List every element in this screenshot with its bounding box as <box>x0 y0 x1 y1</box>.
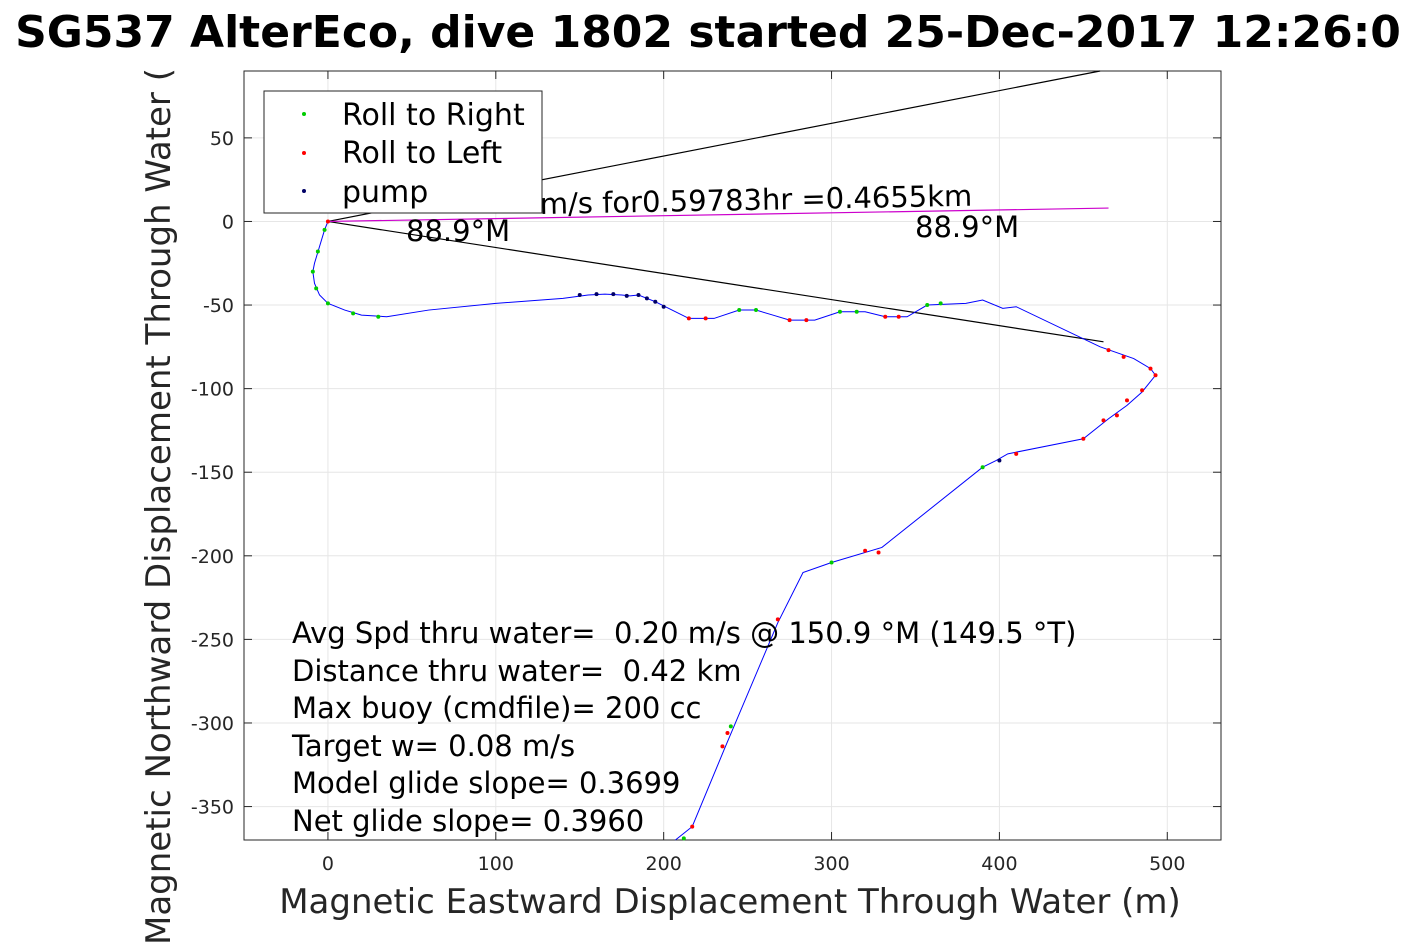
pump-point <box>661 304 666 309</box>
roll-right-point <box>681 836 686 841</box>
roll-left-point <box>1121 354 1126 359</box>
roll-right-point <box>314 286 319 291</box>
roll-left-point <box>883 314 888 319</box>
roll-right-point <box>737 308 742 313</box>
y-tick-label: -150 <box>191 462 234 484</box>
roll-left-point <box>896 314 901 319</box>
current-line <box>327 220 1104 343</box>
roll-right-point <box>315 249 320 254</box>
roll-left-point <box>863 548 868 553</box>
roll-left-point <box>1124 398 1129 403</box>
x-axis-label: Magnetic Eastward Displacement Through W… <box>279 882 1181 922</box>
legend: Roll to Right Roll to Left pump <box>263 90 543 214</box>
roll-right-point <box>322 227 327 232</box>
roll-left-point <box>1081 436 1086 441</box>
pump-point <box>624 293 629 298</box>
dive-track-line <box>312 221 1157 841</box>
legend-label-roll-right: Roll to Right <box>342 98 525 133</box>
pump-point <box>611 292 616 297</box>
y-tick-label: -100 <box>191 379 234 401</box>
y-tick-label: -50 <box>203 295 234 317</box>
x-tick-label: 300 <box>813 853 849 875</box>
roll-right-point <box>925 303 930 308</box>
legend-box <box>263 90 543 214</box>
stat-distance: Distance thru water= 0.42 km <box>292 654 742 688</box>
track-markers <box>310 219 1158 841</box>
stat-avg-speed: Avg Spd thru water= 0.20 m/s @ 150.9 °M … <box>292 616 1076 650</box>
plot-frame <box>243 70 1222 841</box>
legend-label-roll-left: Roll to Left <box>342 136 502 171</box>
y-tick-label: -200 <box>191 546 234 568</box>
stat-model-glide: Model glide slope= 0.3699 <box>292 766 680 800</box>
heading-annotation-left: 88.9°M <box>406 214 510 248</box>
grid <box>244 71 1221 840</box>
legend-label-pump: pump <box>342 175 428 210</box>
roll-left-point <box>703 316 708 321</box>
roll-right-point <box>837 309 842 314</box>
y-tick-label: 50 <box>210 128 234 150</box>
pump-point <box>577 293 582 298</box>
roll-right-point <box>938 301 943 306</box>
roll-left-point <box>325 219 330 224</box>
stat-target-w: Target w= 0.08 m/s <box>291 729 575 763</box>
y-axis-label: Magnetic Northward Displacement Through … <box>139 68 179 945</box>
roll-left-point <box>804 318 809 323</box>
pump-point <box>636 293 641 298</box>
roll-left-point <box>725 731 730 736</box>
legend-marker-roll-right <box>302 112 306 116</box>
roll-right-point <box>351 311 356 316</box>
x-tick-label: 0 <box>322 853 334 875</box>
heading-annotation-right: 88.9°M <box>915 210 1019 244</box>
stat-max-buoy: Max buoy (cmdfile)= 200 cc <box>292 691 701 725</box>
roll-left-point <box>1140 388 1145 393</box>
roll-left-point <box>1101 418 1106 423</box>
x-tick-label: 200 <box>646 853 682 875</box>
x-axis-ticks: 0 100 200 300 400 500 <box>322 71 1185 875</box>
roll-left-point <box>1153 373 1158 378</box>
x-tick-label: 500 <box>1149 853 1185 875</box>
x-tick-label: 100 <box>478 853 514 875</box>
roll-right-point <box>310 269 315 274</box>
legend-marker-pump <box>302 189 306 193</box>
roll-right-point <box>728 724 733 729</box>
roll-right-point <box>854 309 859 314</box>
pump-point <box>997 458 1002 463</box>
current-speed-annotation: m/s for0.59783hr =0.4655km <box>539 179 972 221</box>
stat-net-glide: Net glide slope= 0.3960 <box>292 804 644 838</box>
pump-point <box>594 292 599 297</box>
roll-left-point <box>1148 366 1153 371</box>
legend-marker-roll-left <box>302 151 306 155</box>
x-tick-label: 400 <box>981 853 1017 875</box>
y-tick-label: -300 <box>191 713 234 735</box>
roll-left-point <box>686 316 691 321</box>
y-tick-label: 0 <box>222 211 234 233</box>
roll-left-point <box>787 318 792 323</box>
roll-left-point <box>720 744 725 749</box>
current-line <box>327 207 1109 223</box>
roll-left-point <box>1014 451 1019 456</box>
y-tick-label: -250 <box>191 629 234 651</box>
roll-left-point <box>1114 413 1119 418</box>
pump-point <box>653 299 658 304</box>
roll-left-point <box>1106 348 1111 353</box>
roll-right-point <box>980 465 985 470</box>
chart-title: SG537 AlterEco, dive 1802 started 25-Dec… <box>15 7 1401 58</box>
roll-right-point <box>376 314 381 319</box>
pump-point <box>644 296 649 301</box>
roll-left-point <box>690 824 695 829</box>
y-axis-ticks: 50 0 -50 -100 -150 -200 -250 -300 -350 <box>191 128 1221 819</box>
roll-left-point <box>876 550 881 555</box>
stats-block: Avg Spd thru water= 0.20 m/s @ 150.9 °M … <box>291 616 1076 838</box>
roll-right-point <box>754 308 759 313</box>
roll-right-point <box>325 301 330 306</box>
roll-right-point <box>829 560 834 565</box>
y-tick-label: -350 <box>191 797 234 819</box>
roll-left-point <box>775 617 780 622</box>
